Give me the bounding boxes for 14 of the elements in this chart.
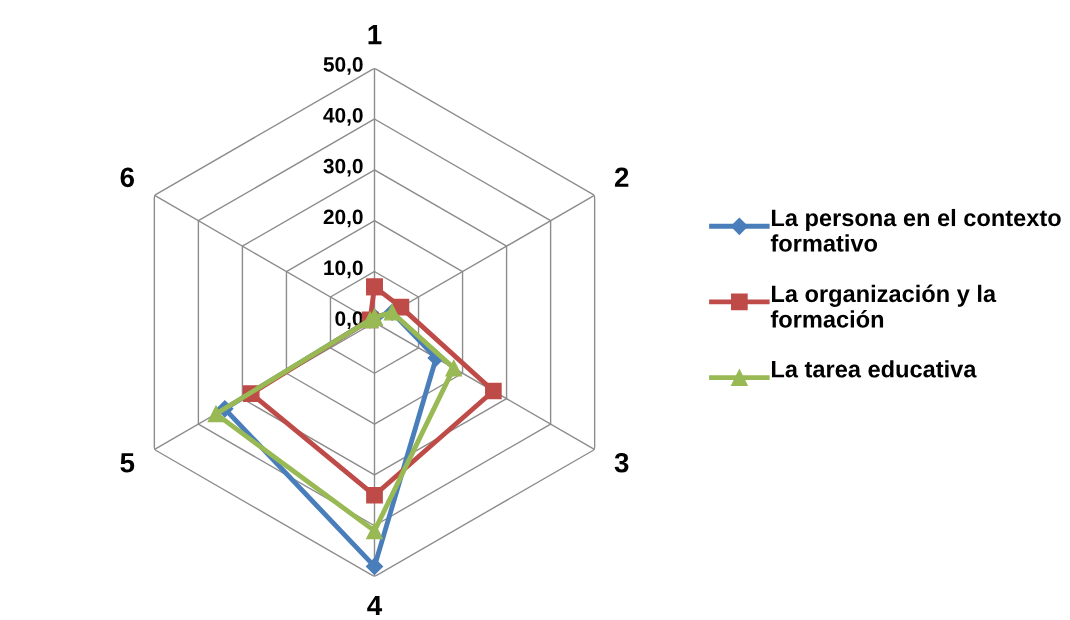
y-tick-label: 30,0 [323,158,363,177]
spoke-label: 4 [367,595,383,616]
spoke-label: 5 [120,453,135,473]
legend-label: La organización y la formación [770,284,997,328]
y-tick-label: 10,0 [324,260,363,279]
spoke-label: 1 [368,25,382,45]
y-tick-label: 50,0 [323,57,363,75]
legend-label: La persona en el contexto formativo [770,208,1061,252]
spoke-label: 3 [614,452,629,473]
y-tick-label: 20,0 [323,209,363,228]
y-tick-label: 40,0 [323,107,363,126]
spoke-label: 6 [120,167,135,188]
spoke-label: 2 [614,167,629,187]
legend-label: La tarea educativa [771,360,977,378]
